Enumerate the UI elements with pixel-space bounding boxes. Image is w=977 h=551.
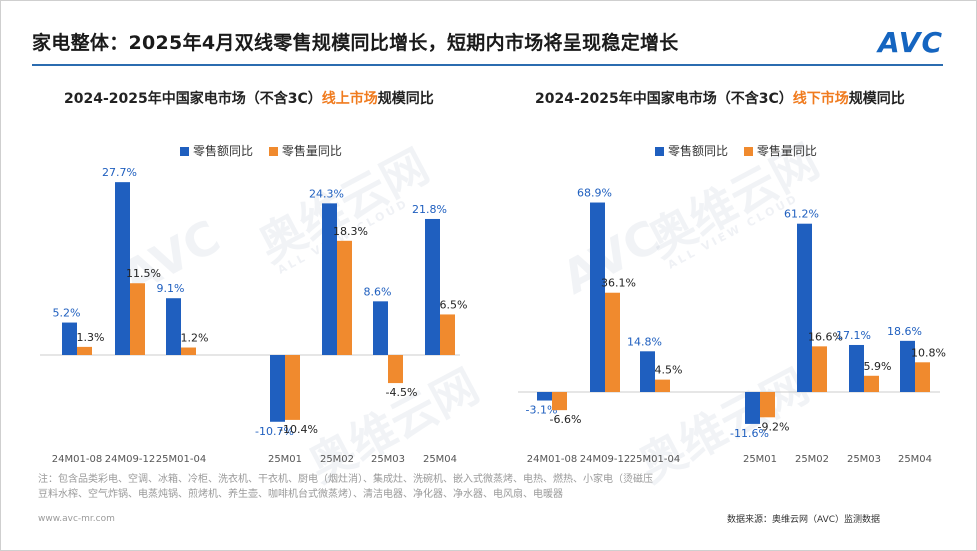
data-source: 数据来源：奥维云网（AVC）监测数据 xyxy=(727,515,881,525)
x-tick-label: 25M02 xyxy=(795,454,829,465)
legend-item: 零售额同比 xyxy=(655,144,728,158)
page-title: 家电整体：2025年4月双线零售规模同比增长，短期内市场将呈现稳定增长 xyxy=(32,32,679,54)
avc-logo: AVC xyxy=(878,26,943,59)
chart-title-offline: 2024-2025年中国家电市场（不含3C）线下市场规模同比 xyxy=(535,88,905,108)
bar xyxy=(166,298,181,355)
data-label: 1.3% xyxy=(77,331,105,344)
legend-label: 零售量同比 xyxy=(281,144,342,158)
data-label: 21.8% xyxy=(412,203,447,216)
x-tick-label: 25M01 xyxy=(268,454,302,465)
legend-swatch xyxy=(655,147,664,156)
data-label: 8.6% xyxy=(364,285,392,298)
data-label: -10.4% xyxy=(279,423,318,436)
bar xyxy=(640,351,655,392)
legend-swatch xyxy=(268,147,278,156)
legend-swatch xyxy=(743,147,753,156)
bar xyxy=(77,346,92,355)
bar xyxy=(337,240,352,355)
bar xyxy=(605,292,620,392)
data-label: -3.1% xyxy=(526,404,558,417)
bar xyxy=(181,347,196,355)
data-label: 27.7% xyxy=(102,166,137,179)
legend-item: 零售量同比 xyxy=(268,144,342,158)
bar xyxy=(812,346,827,392)
data-label: 10.8% xyxy=(911,346,946,359)
chart-title-prefix: 2024-2025年中国家电市场（不含3C） xyxy=(64,91,322,107)
data-label: -11.6% xyxy=(730,427,769,440)
bar xyxy=(285,355,300,420)
x-tick-label: 24M01-08 xyxy=(527,454,577,465)
bar xyxy=(130,283,145,355)
footnote: 注：包含品类彩电、空调、冰箱、冷柜、洗衣机、干衣机、厨电（烟灶消）、集成灶、洗碗… xyxy=(38,474,653,500)
data-label: 68.9% xyxy=(577,187,612,200)
bar xyxy=(915,362,930,392)
bar xyxy=(425,218,440,355)
bar xyxy=(440,314,455,355)
x-tick-label: 25M03 xyxy=(371,454,405,465)
bar xyxy=(373,301,388,355)
data-label: 61.2% xyxy=(784,208,819,221)
website-url: www.avc-mr.com xyxy=(38,514,115,524)
legend-label: 零售额同比 xyxy=(193,144,254,158)
chart-title-suffix: 规模同比 xyxy=(848,91,905,107)
legend-label: 零售量同比 xyxy=(756,144,817,158)
chart-title-highlight: 线下市场 xyxy=(792,91,849,107)
x-tick-label: 25M04 xyxy=(898,454,932,465)
header-divider xyxy=(32,64,943,66)
bar xyxy=(115,182,130,355)
chart-title-online: 2024-2025年中国家电市场（不含3C）线上市场规模同比 xyxy=(64,88,434,108)
data-label: -6.6% xyxy=(550,413,582,426)
data-label: 24.3% xyxy=(309,187,344,200)
bar xyxy=(655,379,670,392)
data-label: 18.6% xyxy=(887,325,922,338)
bar xyxy=(590,202,605,392)
bar xyxy=(849,344,864,392)
bar xyxy=(270,355,285,422)
bar xyxy=(864,375,879,392)
x-tick-label: 25M01 xyxy=(743,454,777,465)
data-label: 11.5% xyxy=(126,267,161,280)
x-tick-label: 25M03 xyxy=(847,454,881,465)
bar xyxy=(552,392,567,411)
legend-item: 零售量同比 xyxy=(743,144,817,158)
bar xyxy=(322,203,337,355)
chart-title-suffix: 规模同比 xyxy=(377,91,434,107)
bar xyxy=(760,392,775,418)
legend-offline: 零售额同比 零售量同比 xyxy=(655,142,829,159)
data-label: -9.2% xyxy=(758,420,790,433)
data-label: 14.8% xyxy=(627,335,662,348)
bar xyxy=(62,322,77,355)
x-tick-label: 25M02 xyxy=(320,454,354,465)
data-label: 9.1% xyxy=(157,282,185,295)
data-label: -10.7% xyxy=(255,425,294,438)
legend-online: 零售额同比 零售量同比 xyxy=(180,142,354,159)
data-label: 36.1% xyxy=(601,277,636,290)
x-tick-label: 25M01-04 xyxy=(630,454,680,465)
data-label: 18.3% xyxy=(333,225,368,238)
data-label: 1.2% xyxy=(181,332,209,345)
chart-title-highlight: 线上市场 xyxy=(321,91,378,107)
data-label: 17.1% xyxy=(836,329,871,342)
x-tick-label: 25M01-04 xyxy=(156,454,206,465)
bar xyxy=(537,392,552,401)
legend-label: 零售额同比 xyxy=(668,144,729,158)
data-label: 5.2% xyxy=(53,307,81,320)
bar xyxy=(797,223,812,392)
data-label: 6.5% xyxy=(440,298,468,311)
data-label: 16.6% xyxy=(808,330,843,343)
data-label: 5.9% xyxy=(864,360,892,373)
x-tick-label: 24M09-12 xyxy=(580,454,630,465)
x-tick-label: 24M09-12 xyxy=(105,454,155,465)
x-tick-label: 25M04 xyxy=(423,454,457,465)
chart-title-prefix: 2024-2025年中国家电市场（不含3C） xyxy=(535,91,793,107)
data-label: 4.5% xyxy=(655,364,683,377)
x-tick-label: 24M01-08 xyxy=(52,454,102,465)
bar xyxy=(745,392,760,424)
data-label: -4.5% xyxy=(386,386,418,399)
bar xyxy=(388,355,403,384)
bar xyxy=(900,340,915,392)
legend-item: 零售额同比 xyxy=(180,144,253,158)
legend-swatch xyxy=(180,147,189,156)
